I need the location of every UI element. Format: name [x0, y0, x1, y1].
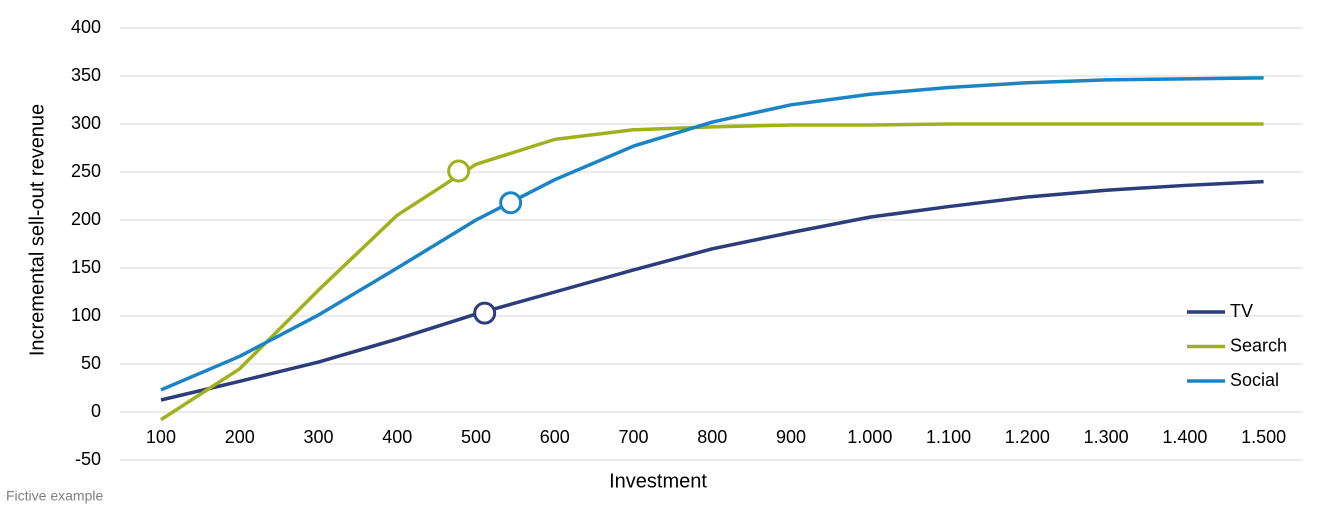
y-tick-label: 400	[71, 17, 101, 37]
y-tick-label: -50	[75, 449, 101, 469]
series-line	[160, 179, 1264, 402]
x-tick-label: 600	[540, 427, 570, 447]
y-tick-label: 350	[71, 65, 101, 85]
footnote: Fictive example	[6, 488, 103, 504]
x-tick-label: 1.000	[847, 427, 892, 447]
legend-label: Search	[1230, 335, 1287, 355]
x-tick-label: 1.100	[926, 427, 971, 447]
x-tick-label: 100	[146, 427, 176, 447]
y-tick-label: 250	[71, 161, 101, 181]
optimum-marker	[447, 159, 471, 183]
y-tick-label: 150	[71, 257, 101, 277]
x-tick-label: 1.500	[1241, 427, 1286, 447]
y-tick-label: 100	[71, 305, 101, 325]
x-tick-label: 200	[225, 427, 255, 447]
y-tick-label: 300	[71, 113, 101, 133]
series-line	[160, 122, 1264, 422]
x-tick-label: 1.200	[1005, 427, 1050, 447]
x-tick-label: 500	[461, 427, 491, 447]
y-axis-label: Incremental sell-out revenue	[26, 104, 48, 356]
x-tick-label: 300	[303, 427, 333, 447]
y-tick-label: 50	[81, 353, 101, 373]
x-tick-label: 700	[619, 427, 649, 447]
legend-label: Social	[1230, 370, 1279, 390]
x-tick-label: 400	[382, 427, 412, 447]
y-tick-label: 200	[71, 209, 101, 229]
optimum-marker	[499, 191, 523, 215]
x-tick-label: 1.300	[1084, 427, 1129, 447]
x-tick-label: 800	[697, 427, 727, 447]
y-tick-label: 0	[91, 401, 101, 421]
x-tick-label: 1.400	[1162, 427, 1207, 447]
optimum-marker	[473, 301, 497, 325]
x-tick-label: 900	[776, 427, 806, 447]
series-line	[160, 76, 1264, 392]
x-axis-label: Investment	[609, 470, 707, 492]
legend-label: TV	[1230, 301, 1253, 321]
